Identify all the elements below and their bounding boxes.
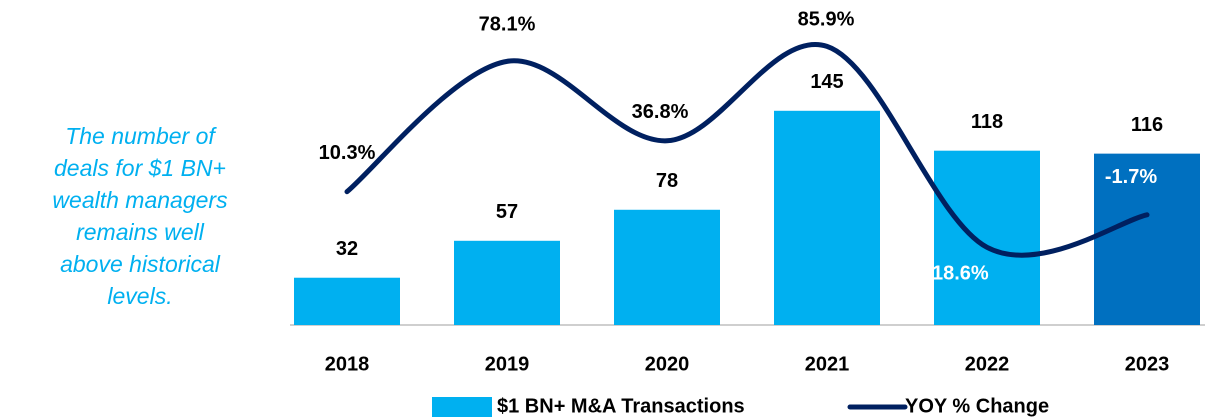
- line: [344, 41, 1150, 258]
- x-tick-label: 2023: [1125, 353, 1170, 375]
- x-tick-label: 2021: [805, 353, 850, 375]
- bar-value-label: 57: [496, 201, 518, 223]
- bar: [454, 240, 560, 325]
- line-value-label: 36.8%: [632, 101, 689, 123]
- bar-value-label: 78: [656, 170, 678, 192]
- annotation-line: levels.: [107, 283, 172, 309]
- annotation-line: above historical: [60, 251, 221, 277]
- annotation-line: remains well: [76, 219, 205, 245]
- x-tick-label: 2019: [485, 353, 530, 375]
- bar-value-label: 32: [336, 238, 358, 260]
- legend-swatch: [432, 397, 492, 417]
- x-tick-label: 2020: [645, 353, 690, 375]
- bar-value-label: 145: [810, 71, 843, 93]
- line-value-label: -1.7%: [1105, 166, 1157, 188]
- x-tick-label: 2018: [325, 353, 370, 375]
- bar: [294, 277, 400, 325]
- annotation-line: deals for $1 BN+: [54, 155, 226, 181]
- bar-value-label: 118: [971, 111, 1003, 133]
- bar: [934, 150, 1040, 325]
- line-value-label: 10.3%: [319, 142, 376, 164]
- legend-label: $1 BN+ M&A Transactions: [497, 395, 745, 417]
- annotation-line: wealth managers: [52, 187, 228, 213]
- bar: [614, 209, 720, 325]
- x-tick-label: 2022: [965, 353, 1010, 375]
- bar: [1094, 153, 1200, 325]
- bar: [774, 110, 880, 325]
- line-value-label: -18.6%: [925, 263, 989, 285]
- line-value-label: 85.9%: [798, 9, 855, 31]
- bar-value-label: 116: [1131, 114, 1163, 136]
- legend-label: YOY % Change: [905, 395, 1049, 417]
- line-value-label: 78.1%: [479, 14, 536, 36]
- annotation-line: The number of: [65, 123, 217, 149]
